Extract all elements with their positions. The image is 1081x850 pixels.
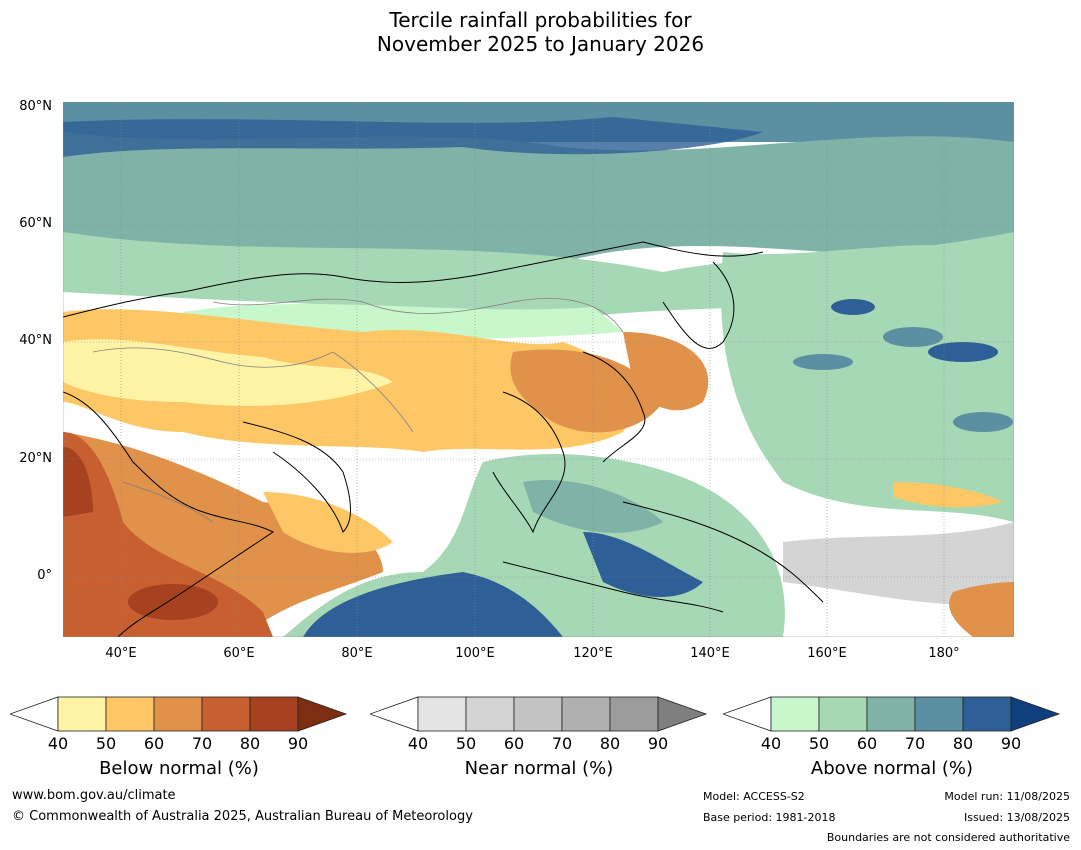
colorbar-below-tick: 90 — [287, 734, 309, 753]
colorbar-near-normal — [370, 696, 708, 732]
colorbar-near-tick: 80 — [599, 734, 621, 753]
colorbar-below-tick: 40 — [47, 734, 69, 753]
colorbar-above-tick: 80 — [952, 734, 974, 753]
colorbar-near-extend — [657, 696, 708, 732]
colorbar-near-tick: 50 — [455, 734, 477, 753]
colorbar-near-tick: 60 — [503, 734, 525, 753]
lon-label-100e: 100°E — [455, 646, 495, 661]
lat-label-0: 0° — [37, 568, 52, 583]
lat-label-40n: 40°N — [19, 333, 52, 348]
colorbar-above-tick: 50 — [808, 734, 830, 753]
colorbar-above-segment — [962, 696, 1012, 732]
footer-base-period: Base period: 1981-2018 — [703, 811, 836, 824]
probability-map — [63, 102, 1014, 637]
colorbar-below-tick: 80 — [239, 734, 261, 753]
colorbar-below-segment — [105, 696, 155, 732]
colorbar-below-segment — [153, 696, 203, 732]
colorbar-below-title: Below normal (%) — [99, 758, 259, 779]
colorbar-above-extend — [1010, 696, 1061, 732]
colorbar-below-tick: 70 — [191, 734, 213, 753]
colorbar-above-segment — [770, 696, 820, 732]
footer-model: Model: ACCESS-S2 — [703, 790, 805, 803]
colorbar-below-normal — [10, 696, 348, 732]
lon-label-80e: 80°E — [341, 646, 373, 661]
colorbar-near-segment — [417, 696, 467, 732]
colorbar-above-segment — [914, 696, 964, 732]
footer-disclaimer: Boundaries are not considered authoritat… — [826, 831, 1070, 844]
lon-label-180: 180° — [928, 646, 960, 661]
lat-label-80n: 80°N — [19, 99, 52, 114]
lon-label-160e: 160°E — [807, 646, 847, 661]
title-line-1: Tercile rainfall probabilities for — [389, 8, 692, 32]
colorbar-above-tick: 40 — [760, 734, 782, 753]
colorbar-above-tick: 70 — [904, 734, 926, 753]
title-line-2: November 2025 to January 2026 — [376, 32, 705, 56]
lon-label-60e: 60°E — [223, 646, 255, 661]
footer-copyright: © Commonwealth of Australia 2025, Austra… — [12, 809, 473, 824]
colorbar-near-tick: 40 — [407, 734, 429, 753]
lon-label-140e: 140°E — [690, 646, 730, 661]
colorbar-below-segment — [201, 696, 251, 732]
colorbar-above-tick: 90 — [1000, 734, 1022, 753]
colorbar-near-tick: 90 — [647, 734, 669, 753]
lat-label-60n: 60°N — [19, 216, 52, 231]
colorbar-near-segment — [561, 696, 611, 732]
colorbar-above-segment — [818, 696, 868, 732]
colorbar-below-extend — [297, 696, 348, 732]
lon-label-40e: 40°E — [105, 646, 137, 661]
lon-label-120e: 120°E — [573, 646, 613, 661]
colorbar-above-segment — [866, 696, 916, 732]
colorbar-below-segment — [57, 696, 107, 732]
colorbar-near-segment — [609, 696, 659, 732]
footer-issued: Issued: 13/08/2025 — [963, 811, 1070, 824]
footer-url[interactable]: www.bom.gov.au/climate — [12, 788, 176, 803]
colorbar-near-tick: 70 — [551, 734, 573, 753]
colorbar-above-tick: 60 — [856, 734, 878, 753]
colorbar-above-title: Above normal (%) — [810, 758, 974, 779]
colorbar-near-segment — [465, 696, 515, 732]
colorbar-below-segment — [249, 696, 299, 732]
map-title: Tercile rainfall probabilities for Novem… — [0, 8, 1081, 56]
colorbar-near-title: Near normal (%) — [464, 758, 614, 779]
colorbar-below-tick: 50 — [95, 734, 117, 753]
footer-model-run: Model run: 11/08/2025 — [944, 790, 1070, 803]
colorbar-below-tick: 60 — [143, 734, 165, 753]
lat-label-20n: 20°N — [19, 451, 52, 466]
colorbar-above-normal — [723, 696, 1061, 732]
colorbar-near-segment — [513, 696, 563, 732]
